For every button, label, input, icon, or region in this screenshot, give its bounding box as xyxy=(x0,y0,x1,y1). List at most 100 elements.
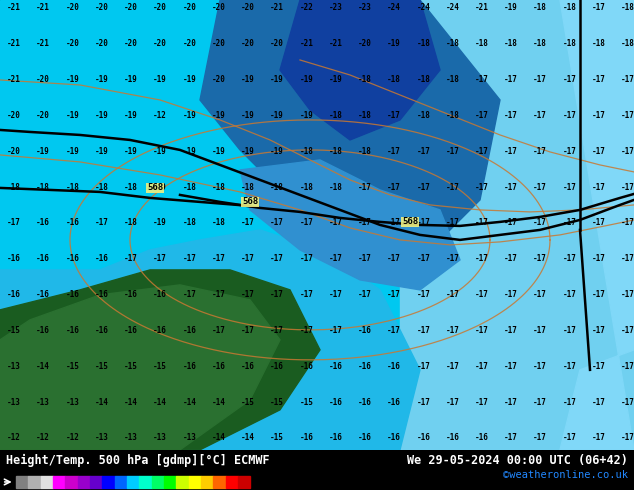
Text: -16: -16 xyxy=(387,397,401,407)
Text: -20: -20 xyxy=(94,39,108,49)
Text: -23: -23 xyxy=(328,3,342,13)
Text: -16: -16 xyxy=(417,433,430,442)
Text: -17: -17 xyxy=(328,254,342,263)
Text: -19: -19 xyxy=(270,111,284,120)
Text: -17: -17 xyxy=(504,254,518,263)
Text: -17: -17 xyxy=(592,254,605,263)
Text: -21: -21 xyxy=(36,3,50,13)
Polygon shape xyxy=(560,0,634,450)
Text: -12: -12 xyxy=(65,433,79,442)
Text: -17: -17 xyxy=(387,326,401,335)
Text: -19: -19 xyxy=(183,147,197,156)
Bar xyxy=(238,475,250,489)
Text: -20: -20 xyxy=(36,75,50,84)
Text: -17: -17 xyxy=(212,326,226,335)
Text: -17: -17 xyxy=(533,75,547,84)
Text: -17: -17 xyxy=(446,183,460,192)
Text: -17: -17 xyxy=(592,326,605,335)
Text: -18: -18 xyxy=(475,39,489,49)
Text: -17: -17 xyxy=(358,254,372,263)
Text: -20: -20 xyxy=(65,39,79,49)
Text: -17: -17 xyxy=(533,111,547,120)
Text: -17: -17 xyxy=(417,254,430,263)
Text: -17: -17 xyxy=(446,397,460,407)
Text: -24: -24 xyxy=(446,3,460,13)
Text: -17: -17 xyxy=(475,147,489,156)
Text: -17: -17 xyxy=(387,290,401,299)
Text: -18: -18 xyxy=(621,3,634,13)
Text: -17: -17 xyxy=(592,290,605,299)
Text: -16: -16 xyxy=(387,433,401,442)
Text: -19: -19 xyxy=(65,75,79,84)
Text: -17: -17 xyxy=(533,254,547,263)
Text: -17: -17 xyxy=(358,219,372,227)
Text: -13: -13 xyxy=(94,433,108,442)
Bar xyxy=(28,475,41,489)
Text: -16: -16 xyxy=(328,397,342,407)
Text: -14: -14 xyxy=(36,362,50,371)
Text: -18: -18 xyxy=(358,75,372,84)
Text: -17: -17 xyxy=(562,147,576,156)
Text: -15: -15 xyxy=(241,397,255,407)
Text: -17: -17 xyxy=(446,326,460,335)
Text: -15: -15 xyxy=(7,326,21,335)
Text: -16: -16 xyxy=(124,290,138,299)
Text: -19: -19 xyxy=(124,75,138,84)
Text: -17: -17 xyxy=(621,326,634,335)
Text: -13: -13 xyxy=(183,433,197,442)
Text: -18: -18 xyxy=(533,39,547,49)
Text: -14: -14 xyxy=(94,397,108,407)
Text: -17: -17 xyxy=(387,147,401,156)
Text: -17: -17 xyxy=(621,254,634,263)
Text: -15: -15 xyxy=(299,397,313,407)
Text: -17: -17 xyxy=(533,290,547,299)
Text: -17: -17 xyxy=(270,326,284,335)
Text: -18: -18 xyxy=(621,39,634,49)
Bar xyxy=(139,475,152,489)
Text: -17: -17 xyxy=(387,254,401,263)
Bar xyxy=(102,475,115,489)
Text: -17: -17 xyxy=(387,111,401,120)
Text: -13: -13 xyxy=(7,362,21,371)
Text: -17: -17 xyxy=(504,290,518,299)
Text: -17: -17 xyxy=(328,219,342,227)
Text: -18: -18 xyxy=(358,147,372,156)
Text: -17: -17 xyxy=(241,290,255,299)
Text: -19: -19 xyxy=(94,111,108,120)
Text: -14: -14 xyxy=(183,397,197,407)
Text: -17: -17 xyxy=(328,326,342,335)
Text: -17: -17 xyxy=(621,433,634,442)
Text: -18: -18 xyxy=(504,39,518,49)
Text: -16: -16 xyxy=(36,219,50,227)
Text: -15: -15 xyxy=(153,362,167,371)
Text: -17: -17 xyxy=(562,397,576,407)
Text: -20: -20 xyxy=(36,111,50,120)
Text: -17: -17 xyxy=(417,290,430,299)
Text: -18: -18 xyxy=(212,183,226,192)
Text: -19: -19 xyxy=(94,75,108,84)
Text: -17: -17 xyxy=(475,111,489,120)
Text: -16: -16 xyxy=(270,362,284,371)
Text: -14: -14 xyxy=(212,433,226,442)
Text: -17: -17 xyxy=(621,397,634,407)
Text: -13: -13 xyxy=(7,397,21,407)
Polygon shape xyxy=(0,270,320,450)
Text: -20: -20 xyxy=(212,3,226,13)
Text: -17: -17 xyxy=(562,219,576,227)
Text: -17: -17 xyxy=(621,183,634,192)
Text: -19: -19 xyxy=(387,39,401,49)
Bar xyxy=(201,475,214,489)
Text: -17: -17 xyxy=(475,326,489,335)
Text: -17: -17 xyxy=(562,433,576,442)
Text: ©weatheronline.co.uk: ©weatheronline.co.uk xyxy=(503,470,628,480)
Text: -14: -14 xyxy=(212,397,226,407)
Bar xyxy=(53,475,65,489)
Bar xyxy=(176,475,189,489)
Text: -18: -18 xyxy=(124,183,138,192)
Text: -17: -17 xyxy=(533,219,547,227)
Text: -17: -17 xyxy=(533,147,547,156)
Text: -19: -19 xyxy=(124,111,138,120)
Bar xyxy=(90,475,102,489)
Text: 568: 568 xyxy=(242,197,258,206)
Text: -24: -24 xyxy=(417,3,430,13)
